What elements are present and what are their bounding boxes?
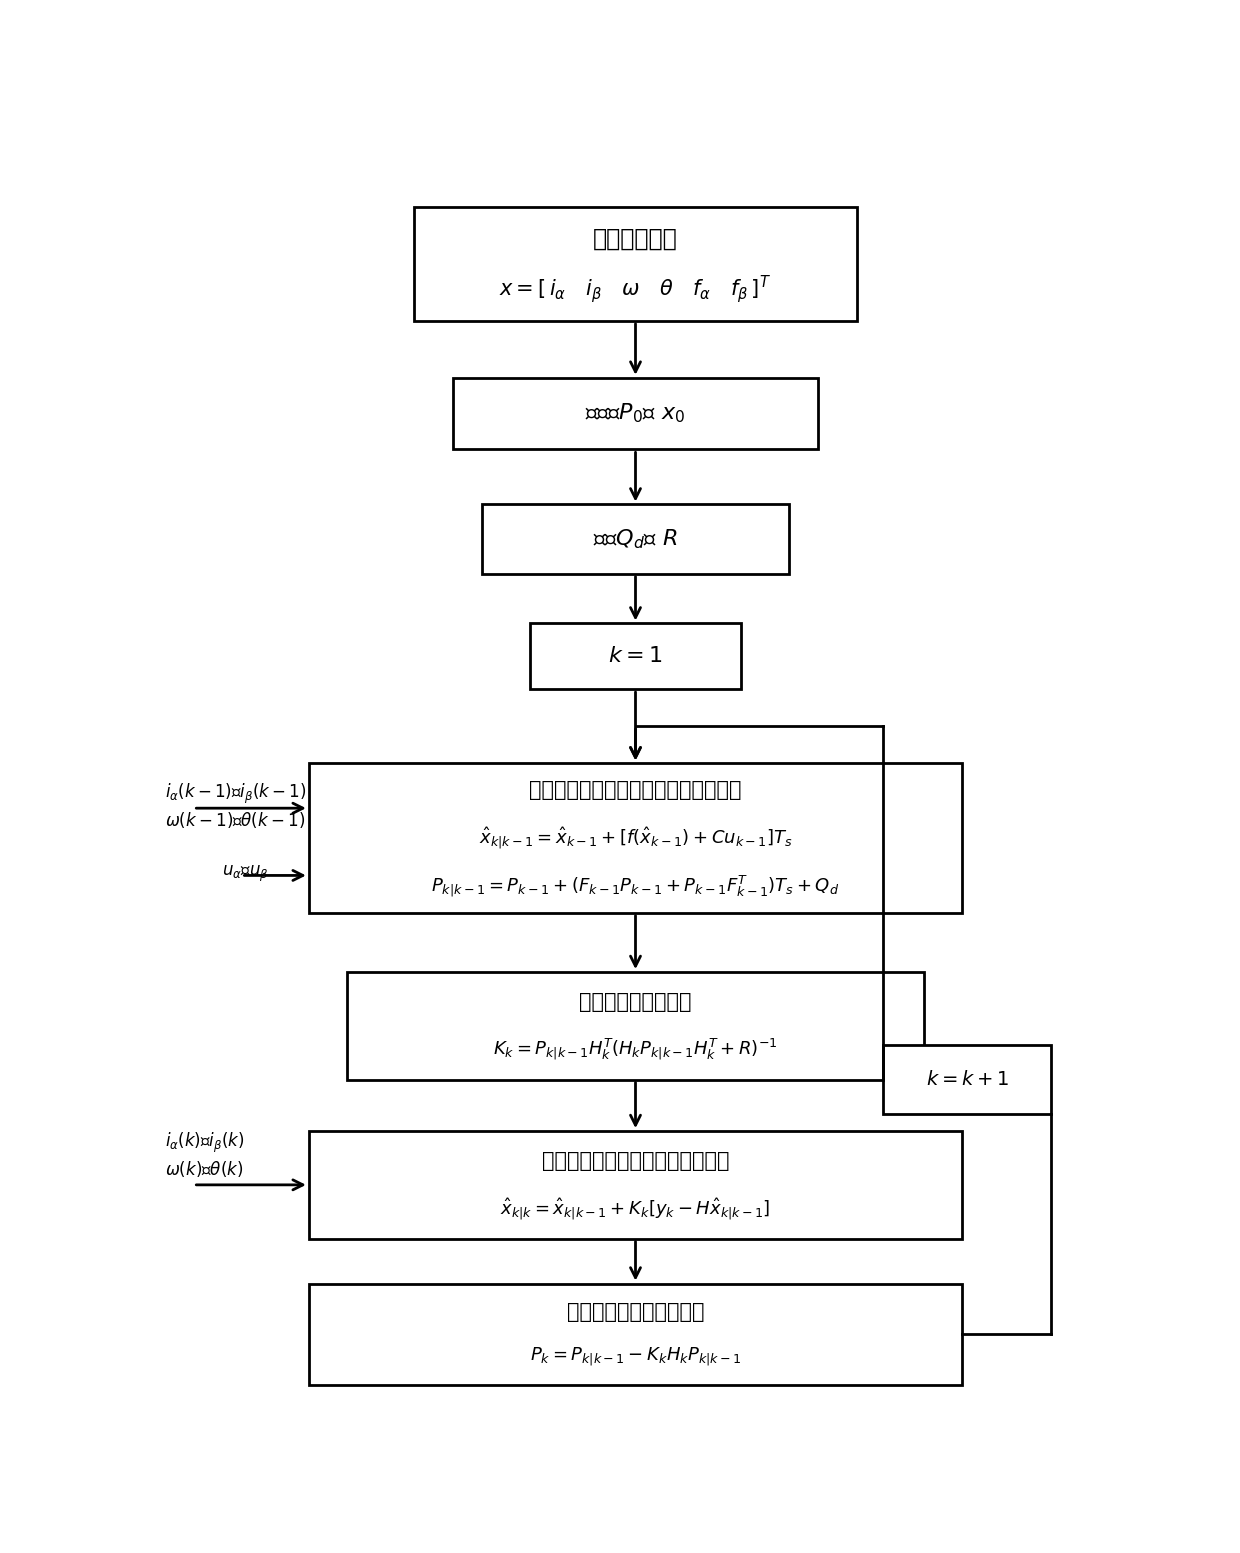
Text: $k=k+1$: $k=k+1$	[925, 1070, 1008, 1089]
Text: $i_{\alpha}(k)$、$i_{\beta}(k)$: $i_{\alpha}(k)$、$i_{\beta}(k)$	[165, 1131, 244, 1155]
Text: $k=1$: $k=1$	[609, 646, 662, 666]
Text: 从测量向量计算当前的最优估计值: 从测量向量计算当前的最优估计值	[542, 1151, 729, 1171]
Text: $x=[\,i_{\alpha}\quad i_{\beta}\quad \omega\quad \theta\quad f_{\alpha}\quad f_{: $x=[\,i_{\alpha}\quad i_{\beta}\quad \om…	[500, 273, 771, 304]
Text: $u_{\alpha}$、$u_{\beta}$: $u_{\alpha}$、$u_{\beta}$	[222, 863, 269, 884]
FancyBboxPatch shape	[453, 377, 818, 449]
FancyBboxPatch shape	[481, 505, 789, 573]
Text: $\omega(k)$、$\theta(k)$: $\omega(k)$、$\theta(k)$	[165, 1160, 243, 1179]
Text: $i_{\alpha}(k-1)$、$i_{\beta}(k-1)$: $i_{\alpha}(k-1)$、$i_{\beta}(k-1)$	[165, 781, 306, 806]
FancyBboxPatch shape	[309, 1131, 962, 1239]
FancyBboxPatch shape	[309, 764, 962, 913]
Text: $P_k=P_{k|k-1}-K_kH_kP_{k|k-1}$: $P_k=P_{k|k-1}-K_kH_kP_{k|k-1}$	[529, 1345, 742, 1368]
Text: 计算当前最优估计值误差: 计算当前最优估计值误差	[567, 1301, 704, 1322]
FancyBboxPatch shape	[347, 972, 924, 1079]
Text: $K_k=P_{k|k-1}H_k^{T}(H_kP_{k|k-1}H_k^{T}+R)^{-1}$: $K_k=P_{k|k-1}H_k^{T}(H_kP_{k|k-1}H_k^{T…	[494, 1037, 777, 1062]
FancyBboxPatch shape	[883, 1045, 1052, 1115]
Text: $\hat{x}_{k|k}=\hat{x}_{k|k-1}+K_k[y_k-H\hat{x}_{k|k-1}]$: $\hat{x}_{k|k}=\hat{x}_{k|k-1}+K_k[y_k-H…	[500, 1196, 771, 1222]
FancyBboxPatch shape	[529, 623, 742, 690]
FancyBboxPatch shape	[414, 207, 857, 321]
Text: 选择状态向量: 选择状态向量	[593, 227, 678, 252]
Text: 赋值$Q_d$， $R$: 赋值$Q_d$， $R$	[593, 528, 678, 551]
Text: $\hat{x}_{k|k-1}=\hat{x}_{k-1}+[f(\hat{x}_{k-1})+Cu_{k-1}]T_s$: $\hat{x}_{k|k-1}=\hat{x}_{k-1}+[f(\hat{x…	[479, 825, 792, 851]
Text: 计算卡尔曼滤波增益: 计算卡尔曼滤波增益	[579, 992, 692, 1013]
Text: 赋初值$P_0$， $x_0$: 赋初值$P_0$， $x_0$	[585, 402, 686, 426]
Text: $\omega(k-1)$、$\theta(k-1)$: $\omega(k-1)$、$\theta(k-1)$	[165, 811, 305, 831]
Text: $P_{k|k-1}=P_{k-1}+(F_{k-1}P_{k-1}+P_{k-1}F_{k-1}^{T})T_s+Q_d$: $P_{k|k-1}=P_{k-1}+(F_{k-1}P_{k-1}+P_{k-…	[432, 873, 839, 899]
Text: 计算下一步的先验估计值与相应的误差: 计算下一步的先验估计值与相应的误差	[529, 780, 742, 800]
FancyBboxPatch shape	[309, 1283, 962, 1385]
